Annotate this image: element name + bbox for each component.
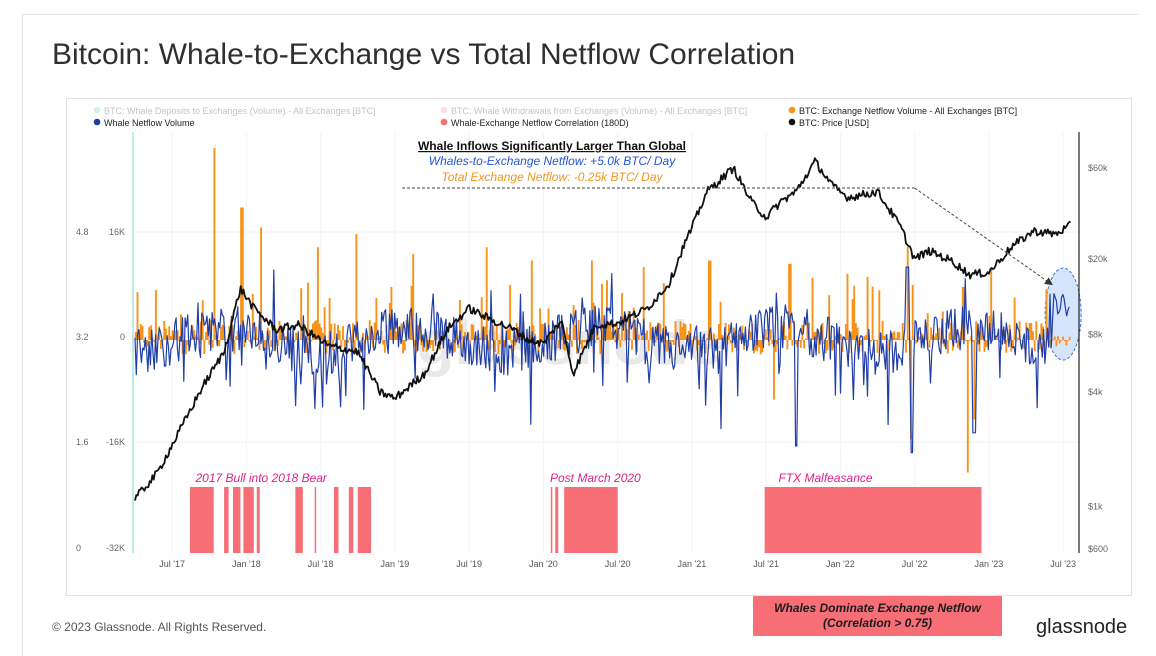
correlation-regime-bar [564,487,618,553]
legend-label: BTC: Exchange Netflow Volume - All Excha… [799,106,1017,116]
copyright-text: © 2023 Glassnode. All Rights Reserved. [52,620,267,634]
correlation-regime-bar [224,487,229,553]
price-tick-label: $60k [1088,163,1108,173]
legend-marker [788,106,796,114]
correlation-tick-label: 0 [76,543,81,553]
price-tick-label: $4k [1088,387,1103,397]
x-tick-label: Jan '21 [678,559,707,569]
annotation-whale-line: Whales-to-Exchange Netflow: +5.0k BTC/ D… [429,154,676,168]
price-tick-label: $8k [1088,330,1103,340]
annotation-total-line: Total Exchange Netflow: -0.25k BTC/ Day [442,170,664,184]
annotation-heading: Whale Inflows Significantly Larger Than … [418,139,686,153]
x-tick-label: Jan '19 [381,559,410,569]
legend-marker [93,106,101,114]
reference-arrow [914,187,1053,286]
correlation-regime-bar [550,487,553,553]
correlation-regime-bar [295,487,303,553]
correlation-regime-label: Post March 2020 [550,471,641,485]
price-line [134,157,1071,501]
legend-marker [440,118,448,126]
x-tick-label: Jan '23 [975,559,1004,569]
dominance-callout: Whales Dominate Exchange Netflow (Correl… [753,596,1002,636]
chart-axes: 4.8 16K 3.2 0 1.6 -16K 0 -32K $60k $20k $8k $4k $1k $… [76,132,1108,569]
correlation-regime-bar [189,487,214,553]
correlation-regime-bar [256,487,260,553]
whale-netflow-series [134,266,1070,454]
price-tick-label: $600 [1088,544,1108,554]
price-tick-label: $1k [1088,502,1103,512]
correlation-regime-label: 2017 Bull into 2018 Bear [195,471,328,485]
netflow-tick-label: -16K [106,437,125,447]
x-tick-label: Jan '22 [826,559,855,569]
legend-label: BTC: Whale Deposits to Exchanges (Volume… [104,106,376,116]
x-tick-label: Jul '19 [456,559,482,569]
x-tick-label: Jan '18 [232,559,261,569]
exchange-netflow-bars [134,148,1071,473]
dominance-line-1: Whales Dominate Exchange Netflow [774,601,981,615]
dominance-line-2: (Correlation > 0.75) [822,616,933,630]
left-divider [22,14,23,656]
x-tick-label: Jul '22 [902,559,928,569]
correlation-regime-bar [764,487,982,553]
correlation-regime-bars: 2017 Bull into 2018 Bear Post March 2020 F… [189,471,982,553]
reference-line [402,187,1053,286]
correlation-regime-bar [555,487,559,553]
legend-marker [788,118,796,126]
legend-label: Whale-Exchange Netflow Correlation (180D… [451,118,629,128]
x-tick-label: Jan '20 [529,559,558,569]
correlation-regime-bar [243,487,254,553]
top-divider [22,14,1138,15]
correlation-regime-bar [233,487,241,553]
netflow-tick-label: -32K [106,543,125,553]
legend-marker [440,106,448,114]
correlation-regime-bar [357,487,372,553]
legend-marker [93,118,101,126]
legend-label: BTC: Whale Withdrawals from Exchanges (V… [451,106,747,116]
legend-label: BTC: Price [USD] [799,118,869,128]
x-tick-label: Jul '21 [753,559,779,569]
netflow-tick-label: 0 [120,332,125,342]
legend-label: Whale Netflow Volume [104,118,195,128]
correlation-regime-bar [314,487,317,553]
correlation-tick-label: 1.6 [76,437,89,447]
netflow-tick-label: 16K [109,227,125,237]
price-series [134,157,1071,501]
correlation-tick-label: 3.2 [76,332,89,342]
x-tick-label: Jul '20 [605,559,631,569]
correlation-tick-label: 4.8 [76,227,89,237]
x-tick-label: Jul '17 [159,559,185,569]
page-title: Bitcoin: Whale-to-Exchange vs Total Netf… [52,38,796,71]
exchange-netflow-series [134,148,1071,473]
correlation-regime-bar [333,487,339,553]
x-tick-label: Jul '18 [308,559,334,569]
x-tick-label: Jul '23 [1050,559,1076,569]
chart-legend: BTC: Whale Deposits to Exchanges (Volume… [93,106,1017,128]
correlation-regime-label: FTX Malfeasance [779,471,873,485]
price-tick-label: $20k [1088,254,1108,264]
chart-annotation: Whale Inflows Significantly Larger Than … [418,139,686,184]
whale-netflow-line [134,266,1070,454]
correlation-regime-bar [348,487,354,553]
glassnode-logo: glassnode [1036,616,1128,638]
